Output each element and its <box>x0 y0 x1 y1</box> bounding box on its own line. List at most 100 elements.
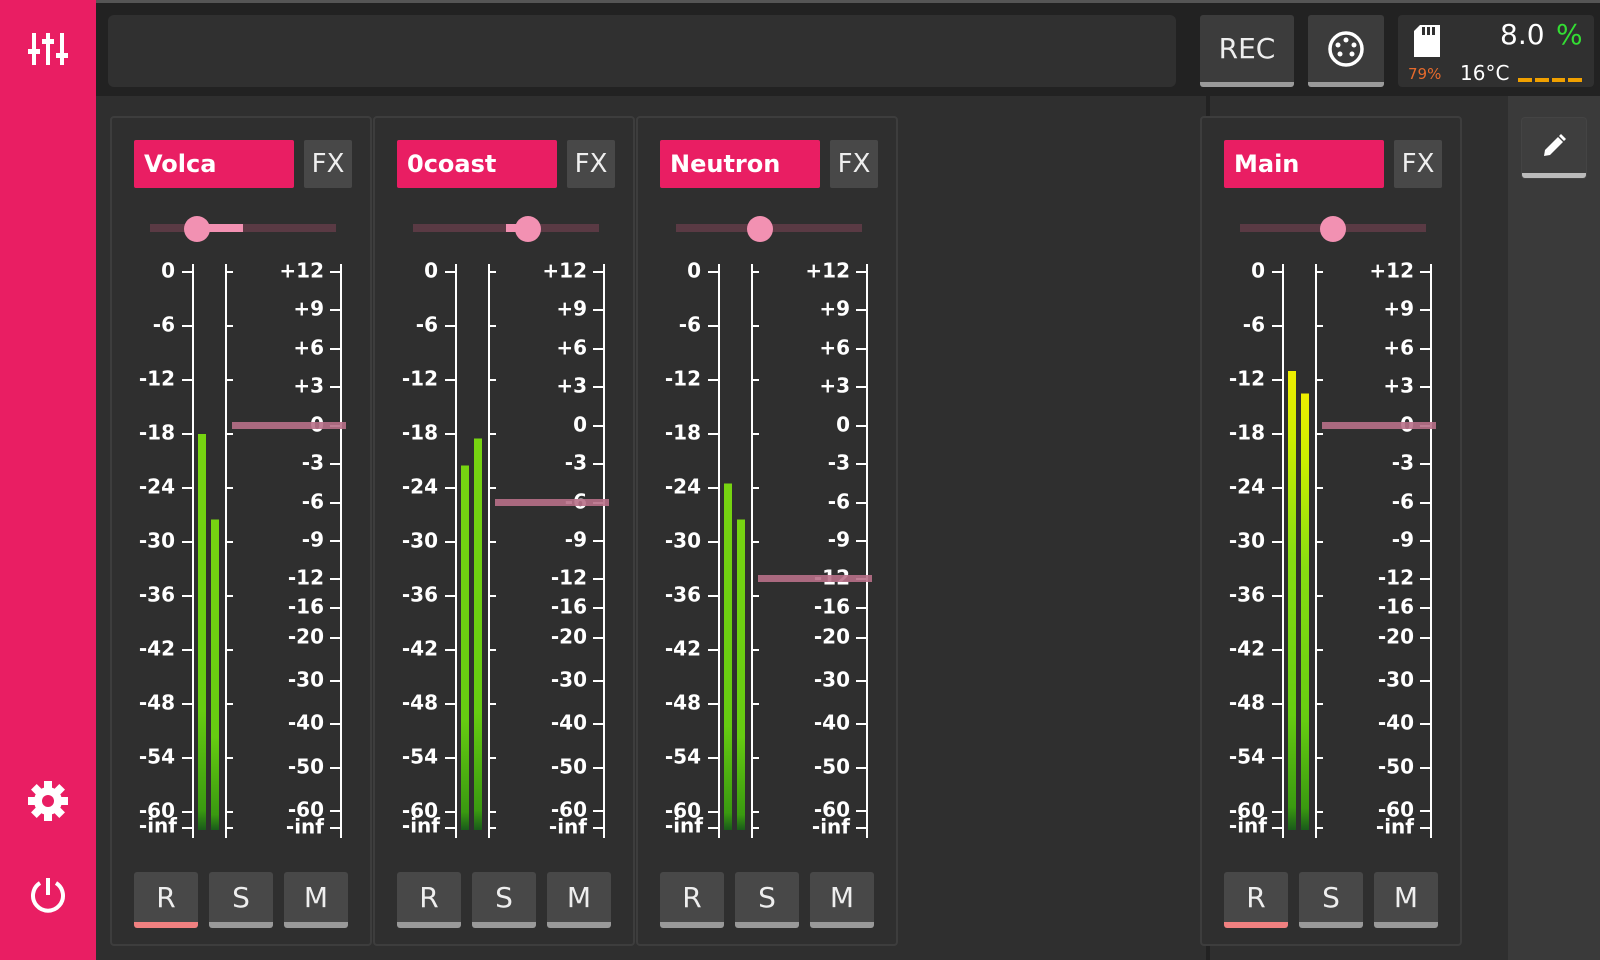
mixer-nav-button[interactable] <box>23 24 73 74</box>
edit-column <box>1508 96 1600 960</box>
right-tick-label: -3 <box>302 451 324 475</box>
record-button[interactable]: R <box>660 872 724 928</box>
fader-handle[interactable] <box>1322 422 1436 429</box>
fader-handle[interactable] <box>495 499 609 506</box>
right-tick-label: +9 <box>819 297 850 321</box>
record-button[interactable]: R <box>134 872 198 928</box>
solo-button[interactable]: S <box>735 872 799 928</box>
pan-knob[interactable] <box>183 216 210 242</box>
right-tick-label: +3 <box>819 374 850 398</box>
channel-name-button[interactable]: Main <box>1224 140 1384 188</box>
left-tick-label: -6 <box>153 313 175 337</box>
pan-slider[interactable] <box>676 216 862 242</box>
right-tick-label: -30 <box>814 668 850 692</box>
level-meter: 0-6-12-18-24-30-36-42-48-54-60-inf+12+9+… <box>402 259 609 839</box>
pan-knob[interactable] <box>1320 216 1346 242</box>
right-tick-label: -9 <box>1392 528 1414 552</box>
left-tick-label: -24 <box>402 475 438 499</box>
right-tick-label: -30 <box>288 668 324 692</box>
left-tick-label: -30 <box>665 529 701 553</box>
left-tick-label: -48 <box>402 691 438 715</box>
left-tick-label: -12 <box>665 367 701 391</box>
right-tick-label: -50 <box>814 755 850 779</box>
left-tick-label: -48 <box>665 691 701 715</box>
right-tick-label: -16 <box>1378 595 1414 619</box>
left-tick-label: 0 <box>161 259 175 283</box>
left-tick-label: -24 <box>1229 475 1265 499</box>
left-tick-label: -12 <box>402 367 438 391</box>
left-tick-label: -6 <box>1243 313 1265 337</box>
channel-name-button[interactable]: Neutron <box>660 140 820 188</box>
right-tick-label: 0 <box>573 413 587 437</box>
right-tick-label: -inf <box>812 815 850 839</box>
right-tick-label: -60 <box>814 798 850 822</box>
left-tick-label: -24 <box>665 475 701 499</box>
left-tick-label: -12 <box>139 367 175 391</box>
right-tick-label: +6 <box>1383 336 1414 360</box>
pan-slider[interactable] <box>150 216 336 242</box>
cpu-load-unit: % <box>1556 18 1583 51</box>
channel-strip-main: Main FX 0 -6 -12 -18 -24 -30 -36 -42 -48 -54 -60 -inf… <box>1200 116 1462 946</box>
right-tick-label: +9 <box>293 297 324 321</box>
mute-button[interactable]: M <box>284 872 348 928</box>
fader-handle[interactable] <box>758 575 872 582</box>
right-tick-label: -inf <box>549 815 587 839</box>
meter-bar-right <box>1301 393 1309 830</box>
power-button[interactable] <box>23 870 73 920</box>
temperature-bars <box>1518 78 1582 82</box>
record-button[interactable]: R <box>397 872 461 928</box>
channel-name-button[interactable]: 0coast <box>397 140 557 188</box>
left-tick-label: -60 <box>665 799 701 823</box>
fx-button[interactable]: FX <box>1394 140 1442 188</box>
midi-button[interactable] <box>1308 15 1384 87</box>
pan-slider[interactable] <box>1240 216 1426 242</box>
fx-button[interactable]: FX <box>830 140 878 188</box>
left-tick-label: -54 <box>139 745 175 769</box>
right-tick-label: -60 <box>551 798 587 822</box>
right-tick-label: +6 <box>556 336 587 360</box>
right-tick-label: -3 <box>828 451 850 475</box>
left-tick-label: -48 <box>139 691 175 715</box>
solo-button[interactable]: S <box>1299 872 1363 928</box>
right-tick-label: +12 <box>279 259 324 283</box>
pencil-icon <box>1544 133 1566 156</box>
pan-slider[interactable] <box>413 216 599 242</box>
right-tick-label: -20 <box>551 625 587 649</box>
system-info: 79% 8.0 % 16°C <box>1398 15 1594 87</box>
channel-name-button[interactable]: Volca <box>134 140 294 188</box>
right-tick-label: -20 <box>288 625 324 649</box>
right-tick-label: -16 <box>288 595 324 619</box>
left-tick-label: -48 <box>1229 691 1265 715</box>
right-tick-label: -3 <box>565 451 587 475</box>
mute-button[interactable]: M <box>810 872 874 928</box>
right-tick-label: -6 <box>828 490 850 514</box>
meter-bar-right <box>474 438 482 830</box>
left-tick-label: -18 <box>1229 421 1265 445</box>
left-tick-label: -6 <box>416 313 438 337</box>
pan-knob[interactable] <box>515 216 542 242</box>
sidebar <box>0 0 96 960</box>
right-tick-label: 0 <box>836 413 850 437</box>
fx-button[interactable]: FX <box>567 140 615 188</box>
settings-button[interactable] <box>23 776 73 826</box>
solo-button[interactable]: S <box>472 872 536 928</box>
left-tick-label: -36 <box>402 583 438 607</box>
mute-button[interactable]: M <box>1374 872 1438 928</box>
left-tick-label: -12 <box>1229 367 1265 391</box>
fx-button[interactable]: FX <box>304 140 352 188</box>
edit-button[interactable] <box>1522 118 1586 178</box>
record-button[interactable]: R <box>1224 872 1288 928</box>
meter-bar-left <box>1288 371 1296 830</box>
left-tick-label: -36 <box>665 583 701 607</box>
pan-knob[interactable] <box>746 216 773 242</box>
fader-handle[interactable] <box>232 422 346 429</box>
record-button[interactable]: REC <box>1200 15 1294 87</box>
mute-button[interactable]: M <box>547 872 611 928</box>
right-tick-label: -inf <box>1376 815 1414 839</box>
right-tick-label: -50 <box>551 755 587 779</box>
solo-button[interactable]: S <box>209 872 273 928</box>
level-meter: 0-6-12-18-24-30-36-42-48-54-60-inf+12+9+… <box>139 259 346 839</box>
meter-bar-right <box>737 519 745 830</box>
right-tick-label: -9 <box>565 528 587 552</box>
